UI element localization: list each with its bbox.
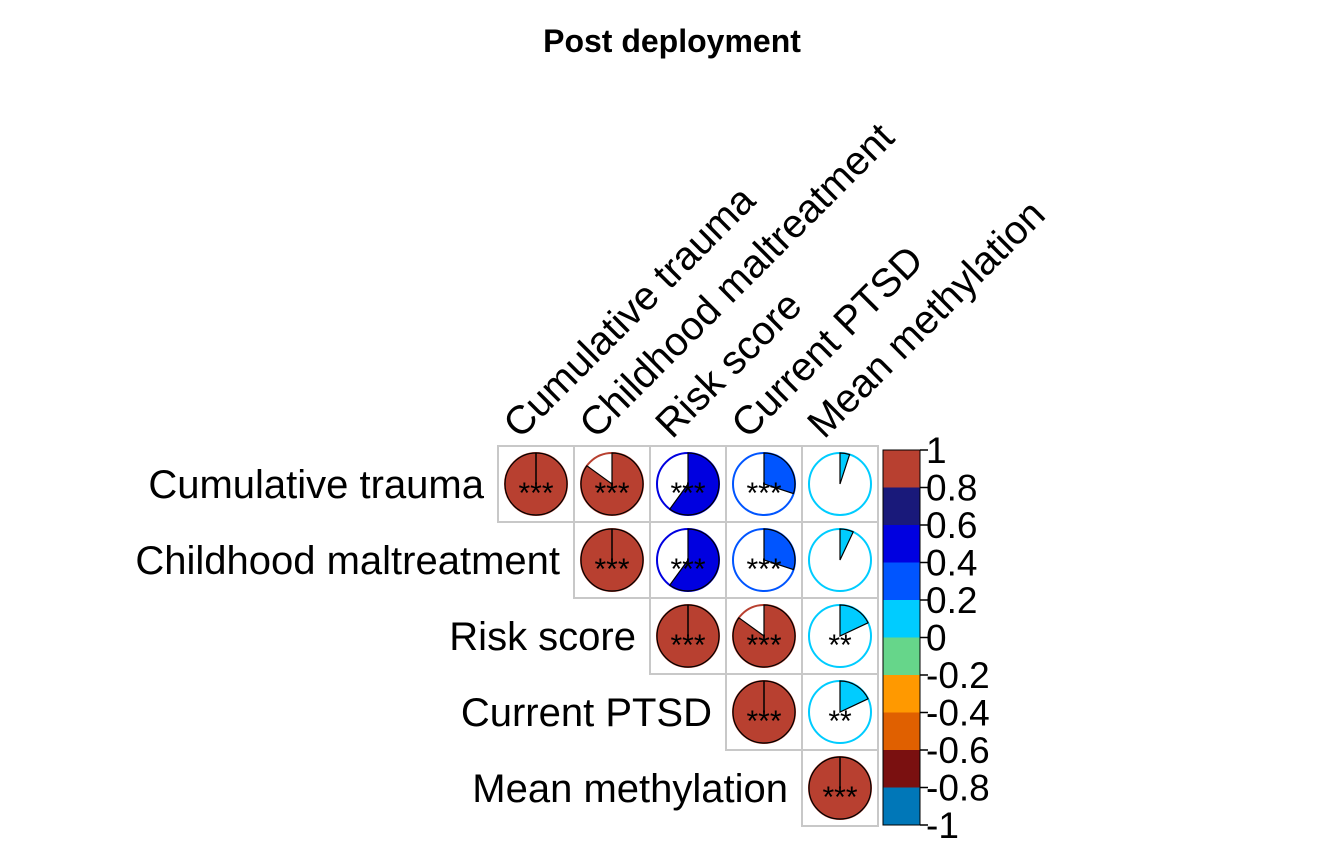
colorbar-tick-label: 0.6 <box>926 505 977 546</box>
pie-wedge <box>839 528 854 561</box>
row-labels: Cumulative trauma Childhood maltreatment R… <box>135 463 788 811</box>
pie-cumulative-trauma-risk-score: *** <box>656 452 720 516</box>
pie-wedge <box>763 528 796 571</box>
colorbar-band <box>883 712 920 751</box>
pie-wedge <box>839 604 869 637</box>
significance-label: *** <box>670 477 705 510</box>
grid-cell <box>801 749 879 827</box>
pie-cells: *** *** *** ****** *** ****** *** ***** ***** <box>504 452 872 820</box>
significance-label: ** <box>828 629 852 662</box>
pie-risk-score-current-ptsd: *** <box>732 604 796 668</box>
significance-label: *** <box>822 781 857 814</box>
significance-label: *** <box>746 553 781 586</box>
significance-label: *** <box>746 705 781 738</box>
significance-label: ** <box>828 705 852 738</box>
pie-childhood-maltreatment-risk-score: *** <box>656 528 720 592</box>
pie-current-ptsd-mean-methylation: ** <box>808 680 872 744</box>
pie-cumulative-trauma-cumulative-trauma: *** <box>504 452 568 516</box>
significance-label: *** <box>746 477 781 510</box>
row-label-mean-methylation: Mean methylation <box>472 767 788 811</box>
significance-label: *** <box>594 553 629 586</box>
pie-wedge <box>839 680 869 713</box>
pie-wedge <box>763 452 796 495</box>
row-label-cumulative-trauma: Cumulative trauma <box>148 463 484 507</box>
colorbar-band <box>883 750 920 788</box>
pie-cumulative-trauma-childhood-maltreatment: *** <box>580 452 644 516</box>
pie-risk-score-mean-methylation: ** <box>808 604 872 668</box>
significance-label: *** <box>594 477 629 510</box>
grid <box>497 445 879 827</box>
significance-label: *** <box>746 629 781 662</box>
pie-wedge <box>580 452 644 516</box>
colorbar-tick-label: -0.4 <box>926 693 990 734</box>
colorbar-tick-label: -0.6 <box>926 730 990 771</box>
colorbar-band <box>883 525 920 563</box>
colorbar-tick-label: 0 <box>926 618 947 659</box>
row-label-childhood-maltreatment: Childhood maltreatment <box>135 539 560 583</box>
colorbar-band <box>883 675 920 713</box>
colorbar-tick-label: -0.2 <box>926 655 990 696</box>
colorbar-band <box>883 562 920 601</box>
pie-risk-score-risk-score: *** <box>656 604 720 668</box>
significance-label: *** <box>670 553 705 586</box>
pie-wedge <box>732 604 796 668</box>
pie-wedge <box>668 452 720 516</box>
colorbar-tick-label: 1 <box>926 430 947 471</box>
colorbar-band <box>883 487 920 526</box>
pie-current-ptsd-current-ptsd: *** <box>732 680 796 744</box>
row-label-current-ptsd: Current PTSD <box>461 691 712 735</box>
pie-wedge <box>668 528 720 592</box>
pie-cumulative-trauma-mean-methylation <box>808 452 872 516</box>
pie-childhood-maltreatment-current-ptsd: *** <box>732 528 796 592</box>
row-label-risk-score: Risk score <box>449 615 636 659</box>
pie-childhood-maltreatment-childhood-maltreatment: *** <box>580 528 644 592</box>
significance-label: *** <box>518 477 553 510</box>
pie-cumulative-trauma-current-ptsd: *** <box>732 452 796 516</box>
colorbar-tick-label: -1 <box>926 805 959 846</box>
pie-wedge <box>839 452 851 485</box>
colorbar-tick-label: 0.8 <box>926 468 977 509</box>
colorbar-band <box>883 450 920 488</box>
pie-childhood-maltreatment-mean-methylation <box>808 528 872 592</box>
colorbar-tick-label: 0.4 <box>926 543 977 584</box>
colorbar-band <box>883 787 920 826</box>
colorbar-tick-label: -0.8 <box>926 768 990 809</box>
colorbar-band <box>883 600 920 638</box>
significance-label: *** <box>670 629 705 662</box>
colorbar-tick-label: 0.2 <box>926 580 977 621</box>
chart-title: Post deployment <box>543 23 801 59</box>
colorbar: 10.80.60.40.20-0.2-0.4-0.6-0.8-1 <box>882 430 990 846</box>
colorbar-band <box>883 637 920 676</box>
pie-mean-methylation-mean-methylation: *** <box>808 756 872 820</box>
